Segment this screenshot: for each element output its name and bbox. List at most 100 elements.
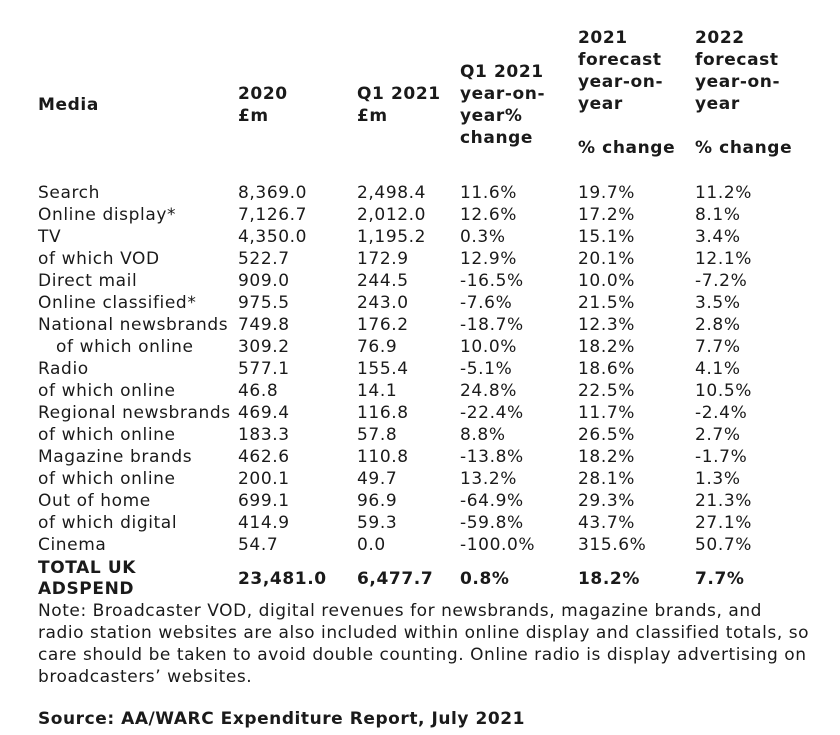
- media-cell: Online classified*: [38, 293, 197, 313]
- forecast-2022-cell: -1.7%: [695, 447, 748, 467]
- forecast-2022-cell: 2.7%: [695, 425, 741, 445]
- total-label-line: ADSPEND: [38, 579, 135, 599]
- value-q1-2021-cell: 176.2: [357, 315, 409, 335]
- forecast-2022-cell: 8.1%: [695, 205, 741, 225]
- header-2022-forecast-line: [695, 115, 792, 137]
- forecast-2021-cell: 21.5%: [578, 293, 636, 313]
- value-q1-2021-cell: 116.8: [357, 403, 409, 423]
- forecast-2022-cell: -7.2%: [695, 271, 748, 291]
- value-q1-2021-cell: 244.5: [357, 271, 409, 291]
- header-2021-forecast: 2021 forecast year-on- year % change: [578, 27, 675, 159]
- forecast-2021-cell: 19.7%: [578, 183, 636, 203]
- total-forecast-2022-cell: 7.7%: [695, 569, 745, 589]
- forecast-2021-cell: 18.6%: [578, 359, 636, 379]
- value-q1-2021-cell: 96.9: [357, 491, 398, 511]
- forecast-2022-cell: 3.4%: [695, 227, 741, 247]
- q1-change-cell: -13.8%: [460, 447, 524, 467]
- header-2020: 2020 £m: [238, 83, 288, 127]
- q1-change-cell: -16.5%: [460, 271, 524, 291]
- table-row: Radio 577.1 155.4 -5.1% 18.6% 4.1%: [0, 358, 840, 380]
- forecast-2021-cell: 29.3%: [578, 491, 636, 511]
- media-cell: Radio: [38, 359, 89, 379]
- forecast-2021-cell: 12.3%: [578, 315, 636, 335]
- value-2020-cell: 54.7: [238, 535, 279, 555]
- media-cell: of which digital: [38, 513, 178, 533]
- total-2020-cell: 23,481.0: [238, 569, 327, 589]
- header-2022-forecast: 2022 forecast year-on- year % change: [695, 27, 792, 159]
- header-q1-2021-line: £m: [357, 106, 388, 126]
- value-q1-2021-cell: 2,498.4: [357, 183, 427, 203]
- value-2020-cell: 577.1: [238, 359, 290, 379]
- q1-change-cell: 12.6%: [460, 205, 518, 225]
- forecast-2021-cell: 315.6%: [578, 535, 647, 555]
- header-2022-forecast-line: year: [695, 94, 740, 114]
- value-q1-2021-cell: 57.8: [357, 425, 398, 445]
- forecast-2022-cell: 4.1%: [695, 359, 741, 379]
- value-q1-2021-cell: 1,195.2: [357, 227, 427, 247]
- forecast-2021-cell: 43.7%: [578, 513, 636, 533]
- value-2020-cell: 7,126.7: [238, 205, 308, 225]
- q1-change-cell: 8.8%: [460, 425, 506, 445]
- q1-change-cell: 10.0%: [460, 337, 518, 357]
- table-row: of which online 46.8 14.1 24.8% 22.5% 10.5%: [0, 380, 840, 402]
- forecast-2021-cell: 20.1%: [578, 249, 636, 269]
- media-cell: Cinema: [38, 535, 107, 555]
- media-cell: National newsbrands: [38, 315, 229, 335]
- source-line: Source: AA/WARC Expenditure Report, July…: [38, 709, 525, 729]
- footnote: Note: Broadcaster VOD, digital revenues …: [38, 601, 810, 687]
- table-row: Magazine brands 462.6 110.8 -13.8% 18.2% -1.7…: [0, 446, 840, 468]
- forecast-2022-cell: 2.8%: [695, 315, 741, 335]
- table-row: of which online 183.3 57.8 8.8% 26.5% 2.7%: [0, 424, 840, 446]
- value-2020-cell: 414.9: [238, 513, 290, 533]
- forecast-2022-cell: 1.3%: [695, 469, 741, 489]
- total-forecast-2021-cell: 18.2%: [578, 569, 640, 589]
- header-2021-forecast-line: [578, 115, 675, 137]
- forecast-2021-cell: 15.1%: [578, 227, 636, 247]
- header-2022-forecast-line: % change: [695, 138, 793, 158]
- forecast-2022-cell: 10.5%: [695, 381, 753, 401]
- media-cell: Out of home: [38, 491, 151, 511]
- value-2020-cell: 183.3: [238, 425, 290, 445]
- q1-change-cell: -7.6%: [460, 293, 513, 313]
- header-2021-forecast-line: year: [578, 94, 623, 114]
- table-row: Direct mail 909.0 244.5 -16.5% 10.0% -7.2%: [0, 270, 840, 292]
- media-cell: Magazine brands: [38, 447, 193, 467]
- table-row: TV 4,350.0 1,195.2 0.3% 15.1% 3.4%: [0, 226, 840, 248]
- forecast-2022-cell: 50.7%: [695, 535, 753, 555]
- value-2020-cell: 4,350.0: [238, 227, 308, 247]
- total-q1-change-cell: 0.8%: [460, 569, 510, 589]
- value-2020-cell: 522.7: [238, 249, 290, 269]
- header-q1-change: Q1 2021 year-on- year% change: [460, 61, 545, 149]
- forecast-2021-cell: 28.1%: [578, 469, 636, 489]
- table-row: National newsbrands 749.8 176.2 -18.7% 12.3%…: [0, 314, 840, 336]
- table-row: Cinema 54.7 0.0 -100.0% 315.6% 50.7%: [0, 534, 840, 556]
- q1-change-cell: 13.2%: [460, 469, 518, 489]
- table-row: of which VOD 522.7 172.9 12.9% 20.1% 12.1%: [0, 248, 840, 270]
- value-2020-cell: 469.4: [238, 403, 290, 423]
- header-q1-change-line: year%: [460, 106, 523, 126]
- q1-change-cell: -64.9%: [460, 491, 524, 511]
- header-q1-2021: Q1 2021 £m: [357, 83, 441, 127]
- q1-change-cell: -22.4%: [460, 403, 524, 423]
- q1-change-cell: -5.1%: [460, 359, 513, 379]
- value-q1-2021-cell: 110.8: [357, 447, 409, 467]
- media-cell: of which VOD: [38, 249, 160, 269]
- media-cell: Online display*: [38, 205, 177, 225]
- q1-change-cell: 24.8%: [460, 381, 518, 401]
- forecast-2021-cell: 26.5%: [578, 425, 636, 445]
- forecast-2022-cell: 11.2%: [695, 183, 753, 203]
- header-q1-2021-line: Q1 2021: [357, 84, 441, 104]
- value-q1-2021-cell: 172.9: [357, 249, 409, 269]
- forecast-2022-cell: -2.4%: [695, 403, 748, 423]
- header-media: Media: [38, 94, 99, 116]
- media-cell: Direct mail: [38, 271, 138, 291]
- q1-change-cell: 0.3%: [460, 227, 506, 247]
- forecast-2021-cell: 10.0%: [578, 271, 636, 291]
- value-2020-cell: 699.1: [238, 491, 290, 511]
- value-2020-cell: 46.8: [238, 381, 279, 401]
- media-cell: Regional newsbrands: [38, 403, 231, 423]
- value-q1-2021-cell: 0.0: [357, 535, 386, 555]
- header-2021-forecast-line: % change: [578, 138, 676, 158]
- table-row: Regional newsbrands 469.4 116.8 -22.4% 11.7%…: [0, 402, 840, 424]
